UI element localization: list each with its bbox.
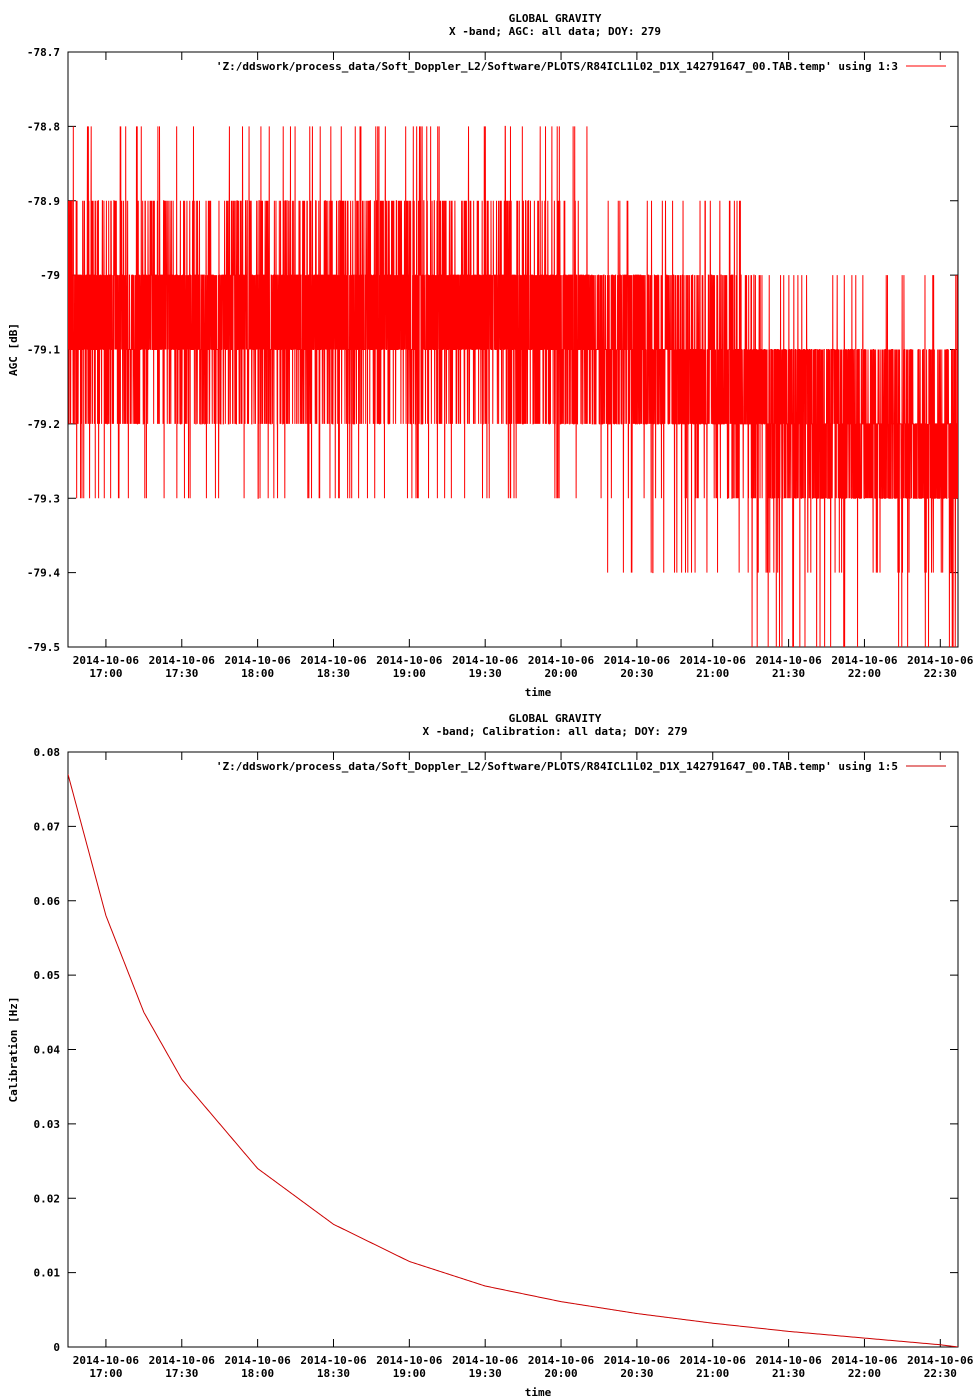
x-tick-date-label: 2014-10-06 [300,1354,367,1367]
y-tick-label: 0.08 [34,746,61,759]
y-tick-label: -79.5 [27,641,60,654]
x-tick-date-label: 2014-10-06 [907,654,974,667]
plot-frame [67,751,959,1348]
x-tick-time-label: 20:00 [544,667,577,680]
y-tick-label: -79.3 [27,492,60,505]
legend-label: 'Z:/ddswork/process_data/Soft_Doppler_L2… [216,760,898,773]
y-tick-label: -79.2 [27,418,60,431]
x-tick-date-label: 2014-10-06 [452,1354,519,1367]
x-tick-date-label: 2014-10-06 [680,1354,747,1367]
x-tick-date-label: 2014-10-06 [755,654,822,667]
series-line [68,774,958,1347]
y-axis-label: AGC [dB] [7,323,20,376]
x-tick-time-label: 18:30 [317,667,350,680]
x-tick-date-label: 2014-10-06 [73,654,140,667]
x-tick-date-label: 2014-10-06 [376,1354,443,1367]
x-tick-time-label: 22:30 [924,667,957,680]
x-tick-date-label: 2014-10-06 [376,654,443,667]
x-tick-time-label: 21:00 [696,667,729,680]
x-tick-date-label: 2014-10-06 [452,654,519,667]
y-tick-label: 0.02 [34,1192,61,1205]
y-tick-label: -79 [40,269,60,282]
x-tick-time-label: 21:30 [772,667,805,680]
x-tick-date-label: 2014-10-06 [528,654,595,667]
y-tick-label: 0.05 [34,969,61,982]
x-tick-date-label: 2014-10-06 [149,1354,216,1367]
y-tick-label: -79.4 [27,567,60,580]
chart-subtitle: X -band; Calibration: all data; DOY: 279 [423,725,688,738]
x-tick-time-label: 18:30 [317,1367,350,1380]
x-tick-date-label: 2014-10-06 [831,1354,898,1367]
x-tick-time-label: 19:00 [393,1367,426,1380]
x-tick-time-label: 22:00 [848,1367,881,1380]
x-tick-date-label: 2014-10-06 [528,1354,595,1367]
x-tick-time-label: 21:30 [772,1367,805,1380]
y-tick-label: -78.9 [27,195,60,208]
chart-title: GLOBAL GRAVITY [509,712,602,725]
x-tick-time-label: 19:30 [469,667,502,680]
y-tick-label: 0.04 [34,1044,61,1057]
x-tick-date-label: 2014-10-06 [604,654,671,667]
x-axis-label: time [525,686,552,699]
x-tick-date-label: 2014-10-06 [149,654,216,667]
x-tick-time-label: 20:00 [544,1367,577,1380]
y-axis-label: Calibration [Hz] [7,997,20,1103]
series-line [68,125,958,647]
y-tick-label: -79.1 [27,344,60,357]
x-tick-time-label: 17:30 [165,1367,198,1380]
y-tick-label: 0.06 [34,895,61,908]
x-axis-label: time [525,1386,552,1399]
legend-label: 'Z:/ddswork/process_data/Soft_Doppler_L2… [216,60,898,73]
x-tick-time-label: 20:30 [620,667,653,680]
x-tick-time-label: 18:00 [241,667,274,680]
x-tick-time-label: 19:00 [393,667,426,680]
x-tick-date-label: 2014-10-06 [831,654,898,667]
x-tick-date-label: 2014-10-06 [604,1354,671,1367]
x-tick-time-label: 21:00 [696,1367,729,1380]
x-tick-time-label: 18:00 [241,1367,274,1380]
x-tick-time-label: 22:30 [924,1367,957,1380]
x-tick-date-label: 2014-10-06 [300,654,367,667]
y-tick-label: 0 [53,1341,60,1354]
x-tick-date-label: 2014-10-06 [755,1354,822,1367]
y-tick-label: -78.8 [27,120,60,133]
x-tick-time-label: 20:30 [620,1367,653,1380]
y-tick-label: -78.7 [27,46,60,59]
chart-subtitle: X -band; AGC: all data; DOY: 279 [449,25,661,38]
x-tick-date-label: 2014-10-06 [73,1354,140,1367]
x-tick-time-label: 17:00 [89,667,122,680]
x-tick-date-label: 2014-10-06 [907,1354,974,1367]
x-tick-date-label: 2014-10-06 [225,654,292,667]
y-tick-label: 0.07 [34,820,61,833]
y-tick-label: 0.01 [34,1267,61,1280]
x-tick-time-label: 17:30 [165,667,198,680]
x-tick-time-label: 22:00 [848,667,881,680]
x-tick-time-label: 17:00 [89,1367,122,1380]
chart-title: GLOBAL GRAVITY [509,12,602,25]
x-tick-time-label: 19:30 [469,1367,502,1380]
x-tick-date-label: 2014-10-06 [225,1354,292,1367]
x-tick-date-label: 2014-10-06 [680,654,747,667]
y-tick-label: 0.03 [34,1118,61,1131]
